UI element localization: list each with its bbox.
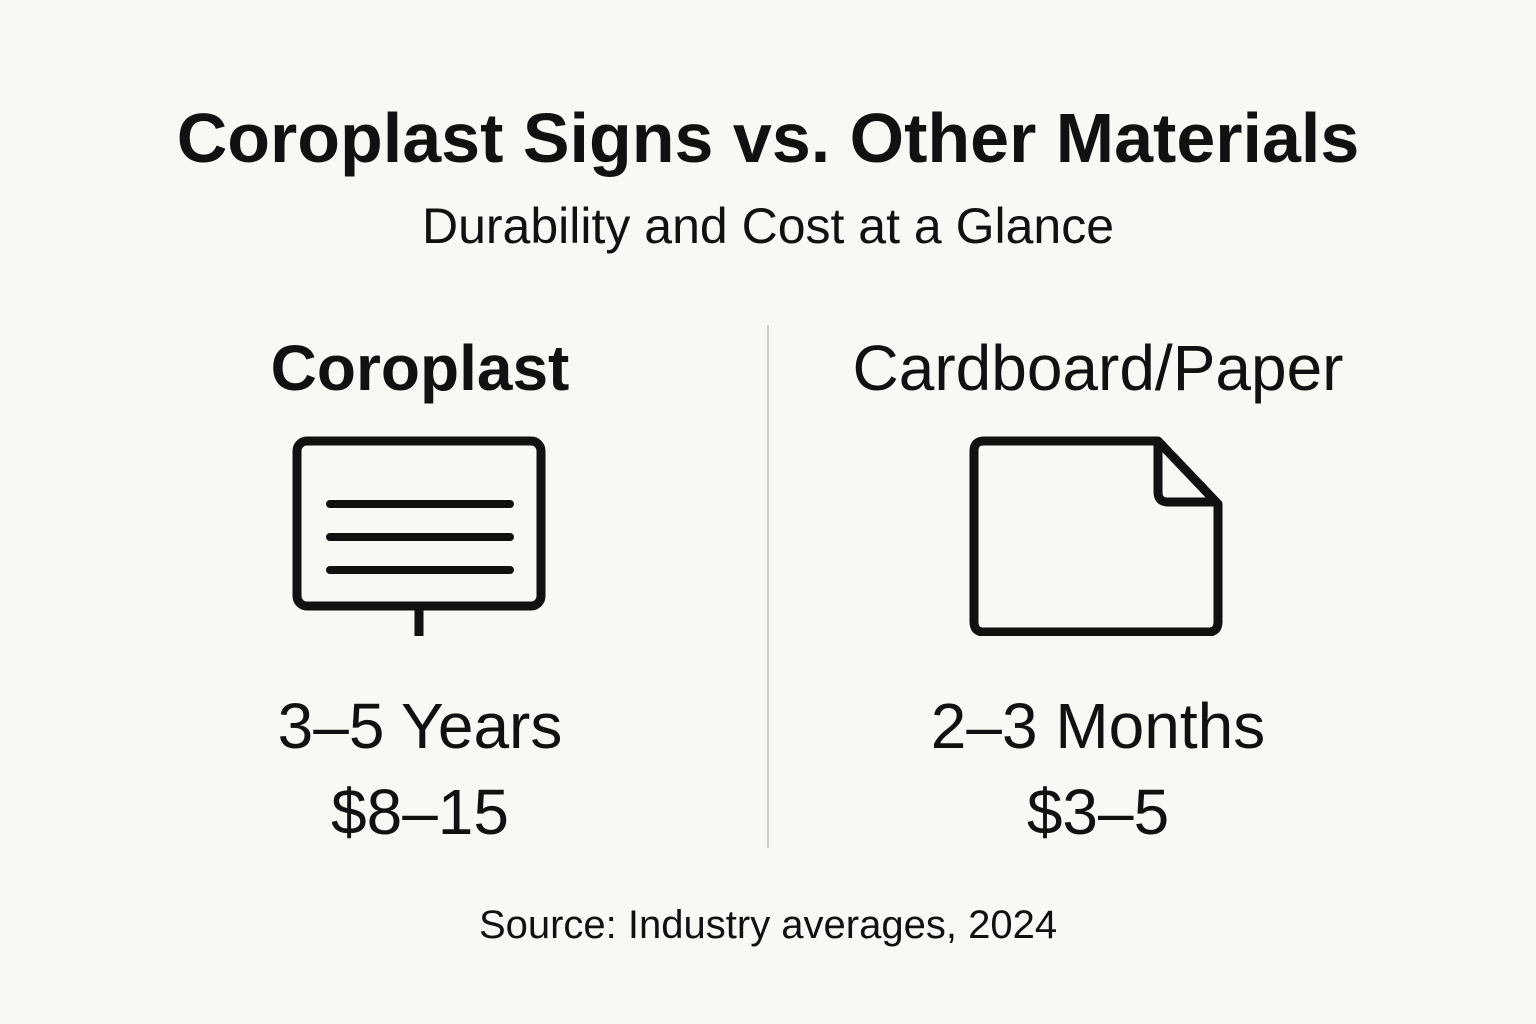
durability-value: 3–5 Years bbox=[277, 690, 563, 762]
column-title: Coroplast bbox=[270, 332, 570, 404]
column-divider bbox=[767, 325, 769, 848]
cost-value: $3–5 bbox=[1026, 776, 1170, 848]
page-title: Coroplast Signs vs. Other Materials bbox=[176, 99, 1360, 177]
column-title: Cardboard/Paper bbox=[852, 332, 1344, 404]
comparison-column-cardboard-paper: Cardboard/Paper 2–3 Months $3–5 bbox=[748, 330, 1448, 850]
page-subtitle: Durability and Cost at a Glance bbox=[421, 198, 1115, 254]
comparison-column-coroplast: Coroplast 3–5 Years $8–15 bbox=[70, 330, 770, 850]
paper-sheet-icon bbox=[963, 436, 1233, 646]
durability-value: 2–3 Months bbox=[930, 690, 1266, 762]
cost-value: $8–15 bbox=[331, 776, 509, 848]
source-note: Source: Industry averages, 2024 bbox=[478, 903, 1058, 947]
sign-board-icon bbox=[285, 436, 555, 646]
